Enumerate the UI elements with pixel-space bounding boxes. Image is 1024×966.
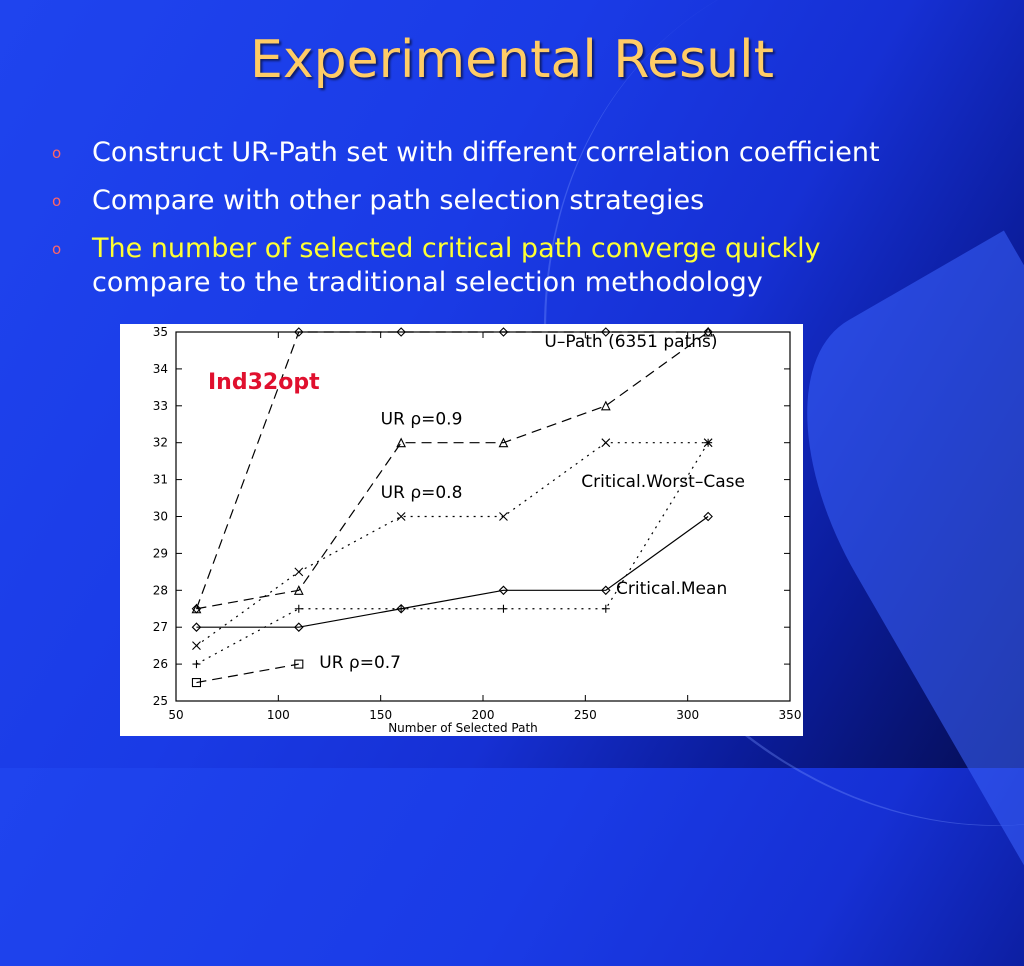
data-point-diamond xyxy=(294,327,304,337)
data-point-x xyxy=(192,641,201,651)
chart-panel: 50 100 150 200 250 300 350 25 26 27 28 29 30 31 32 33 34… xyxy=(120,324,803,736)
series-line xyxy=(195,331,709,609)
data-point-diamond xyxy=(498,327,509,337)
y-tick-label: 28 xyxy=(153,583,168,597)
bullet-marker: o xyxy=(52,144,62,162)
data-point-plus xyxy=(294,604,303,613)
x-tick-label: 350 xyxy=(779,708,802,722)
x-tick-label: 200 xyxy=(472,708,495,722)
bullet-highlight-text: The number of selected critical path con… xyxy=(92,233,821,264)
line-chart: 50 100 150 200 250 300 350 25 26 27 28 29 30 31 32 33 34… xyxy=(153,325,802,735)
series-annotation: Critical.Worst–Case xyxy=(581,472,745,492)
data-point-plus xyxy=(192,660,201,669)
x-axis-label: Number of Selected Path xyxy=(388,721,538,735)
x-tick-label: 100 xyxy=(267,708,290,722)
data-point-x xyxy=(294,567,304,577)
data-point-x xyxy=(396,512,406,521)
x-tick-label: 50 xyxy=(168,708,183,722)
data-point-diamond xyxy=(703,511,713,522)
bullet-text: compare to the traditional selection met… xyxy=(92,267,763,298)
y-tick-label: 32 xyxy=(153,436,168,450)
y-tick-label: 29 xyxy=(153,546,168,560)
x-tick-label: 250 xyxy=(574,708,597,722)
x-tick-label: 150 xyxy=(369,708,392,722)
y-tick-label: 30 xyxy=(153,510,168,524)
series-annotation: Critical.Mean xyxy=(616,579,727,599)
y-tick-label: 26 xyxy=(153,657,168,671)
y-tick-label: 33 xyxy=(153,399,168,413)
series-line xyxy=(196,663,299,684)
data-point-diamond xyxy=(601,585,611,596)
y-tick-label: 34 xyxy=(153,362,168,376)
data-point-diamond xyxy=(498,585,509,596)
data-point-plus xyxy=(499,604,508,613)
x-tick-label: 300 xyxy=(676,708,699,722)
chart-tag: Ind32opt xyxy=(208,370,320,395)
data-point-plus xyxy=(601,604,610,613)
slide-title: Experimental Result xyxy=(250,30,774,90)
bullet-item: o The number of selected critical path c… xyxy=(52,232,992,300)
bullet-text: Compare with other path selection strate… xyxy=(92,185,705,216)
bullet-item: o Construct UR-Path set with different c… xyxy=(52,136,992,170)
series-annotation: UR ρ=0.9 xyxy=(381,409,463,429)
data-point-square xyxy=(294,659,304,669)
series-line xyxy=(196,331,709,610)
data-point-plus xyxy=(704,438,713,447)
data-point-triangle xyxy=(396,437,407,448)
data-point-triangle xyxy=(191,603,202,614)
series-line xyxy=(196,442,709,665)
data-point-diamond xyxy=(396,327,406,337)
bullet-marker: o xyxy=(52,240,62,258)
data-point-diamond xyxy=(294,622,304,632)
data-point-diamond xyxy=(191,622,202,632)
data-point-triangle xyxy=(498,437,509,448)
bullet-list: o Construct UR-Path set with different c… xyxy=(52,136,992,314)
data-point-diamond xyxy=(601,327,611,337)
data-point-x xyxy=(601,438,611,448)
y-tick-label: 27 xyxy=(153,620,168,634)
y-tick-label: 35 xyxy=(153,325,168,339)
data-point-diamond xyxy=(396,603,406,614)
data-point-triangle xyxy=(293,585,304,595)
bullet-item: o Compare with other path selection stra… xyxy=(52,184,992,218)
series-line xyxy=(196,516,709,628)
series-annotation: U–Path (6351 paths) xyxy=(544,332,717,352)
data-point-square xyxy=(191,677,202,688)
data-point-triangle xyxy=(600,400,611,411)
y-tick-label: 25 xyxy=(153,694,168,708)
series-annotation: UR ρ=0.8 xyxy=(381,483,463,503)
data-point-triangle xyxy=(703,326,714,337)
data-point-x xyxy=(499,512,508,521)
bullet-text: Construct UR-Path set with different cor… xyxy=(92,137,880,168)
bullet-marker: o xyxy=(52,192,62,210)
y-tick-label: 31 xyxy=(153,473,168,487)
series-line xyxy=(196,442,709,647)
series-annotation: UR ρ=0.7 xyxy=(319,653,401,673)
